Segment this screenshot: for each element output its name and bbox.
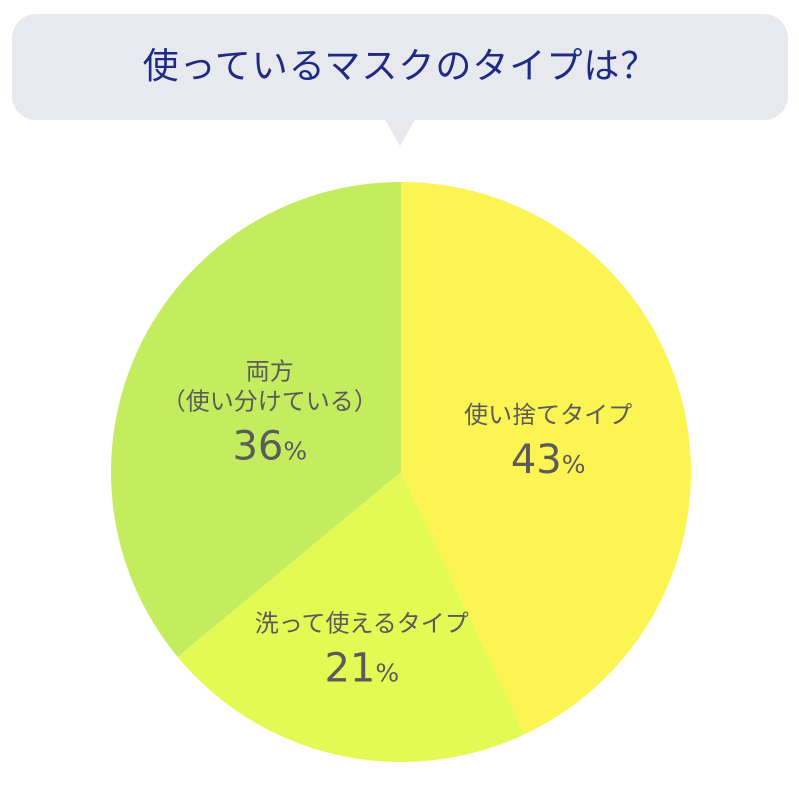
- pie-slice-2: [177, 472, 525, 762]
- slice-label-name-3-line1: 両方: [246, 357, 294, 385]
- slice-label-value-3: 36%: [232, 423, 307, 469]
- slice-label-name-3-line2: （使い分けている）: [162, 387, 378, 415]
- pie-slice-3: [110, 181, 401, 657]
- title-bubble: 使っているマスクのタイプは？: [12, 14, 788, 120]
- slice-label-name-1: 使い捨てタイプ: [464, 401, 632, 429]
- title-bubble-pointer: [384, 118, 416, 146]
- slice-label-value-2: 21%: [324, 645, 399, 691]
- chart-title: 使っているマスクのタイプは？: [142, 46, 658, 87]
- slice-label-name-2: 洗って使えるタイプ: [255, 609, 469, 637]
- pie-slice-1: [401, 182, 691, 735]
- pie-slices: [110, 181, 691, 762]
- slice-label-value-1: 43%: [511, 437, 586, 483]
- pie-labels: 使い捨てタイプ 43% 洗って使えるタイプ 21% 両方（使い分けている） 36%: [162, 357, 632, 691]
